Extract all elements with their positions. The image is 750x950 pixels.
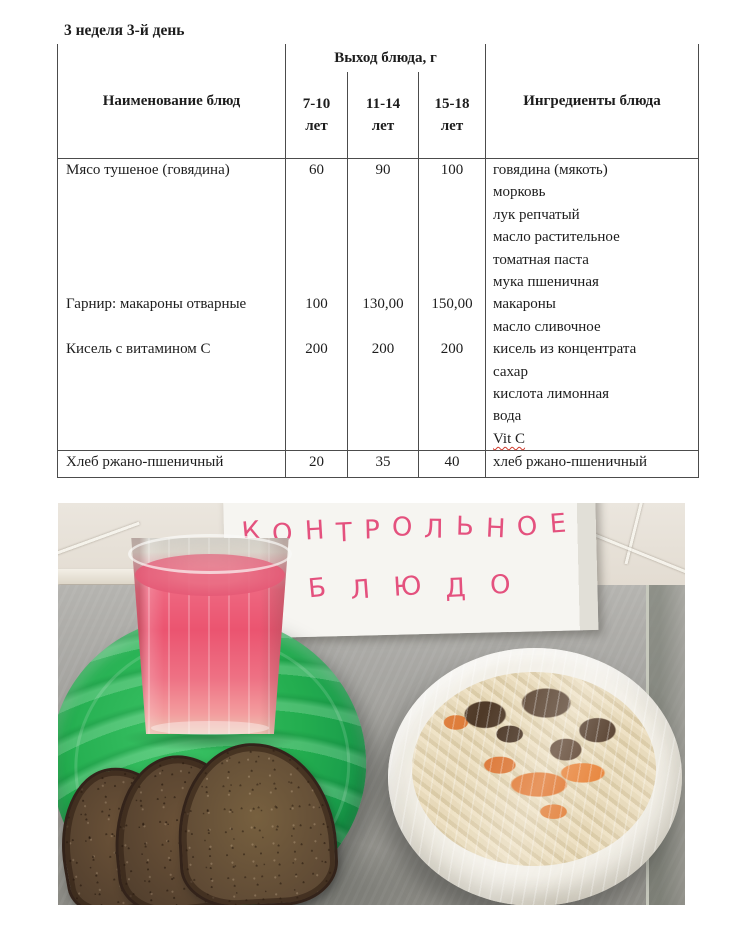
glass-base <box>150 721 270 735</box>
table-row: Гарнир: макароны отварные 100 130,00 150,00… <box>57 293 699 339</box>
meal-photo: КОНТРОЛЬНОЕ БЛЮДО <box>58 503 685 905</box>
ingredients-cell: кисель из концентрата сахар кислота лимонн… <box>485 338 699 451</box>
column-header-ingredients: Ингредиенты блюда <box>485 44 699 159</box>
menu-table-body: Мясо тушеное (говядина) 60 90 100 говядина (… <box>57 158 699 479</box>
ingredient-line: масло сливочное <box>493 318 601 335</box>
dish-name-cell: Хлеб ржано-пшеничный <box>57 450 286 479</box>
ingredient-line: мука пшеничная <box>493 274 599 291</box>
portion-value-cell: 150,00 <box>418 293 486 339</box>
cling-film-overlay <box>388 648 682 905</box>
ingredient-line: макароны <box>493 296 556 313</box>
ingredient-line: кислота лимонная <box>493 386 610 403</box>
dish-name-cell: Мясо тушеное (говядина) <box>57 158 286 294</box>
portion-value-cell: 200 <box>347 338 419 451</box>
page-title: 3 неделя 3-й день <box>64 22 185 39</box>
ingredients-cell: макароны масло сливочное <box>485 293 699 339</box>
dish-name-cell: Кисель с витамином С <box>57 338 286 451</box>
column-header-age-11-14: 11-14 лет <box>347 72 419 159</box>
kisel-glass <box>128 534 292 738</box>
table-row: Кисель с витамином С 200 200 200 кисель из к… <box>57 338 699 451</box>
table-row: Хлеб ржано-пшеничный 20 35 40 хлеб ржано-пше… <box>57 450 699 479</box>
portion-value-cell: 200 <box>418 338 486 451</box>
ingredient-line: вода <box>493 408 522 425</box>
ingredient-line: сахар <box>493 363 528 380</box>
portion-value-cell: 40 <box>418 450 486 479</box>
ingredient-line: кисель из концентрата <box>493 341 637 358</box>
portion-value-cell: 90 <box>347 158 419 294</box>
table-row: Мясо тушеное (говядина) 60 90 100 говядина (… <box>57 158 699 294</box>
column-header-output-group: Выход блюда, г <box>285 44 486 72</box>
ingredient-line: масло растительное <box>493 229 620 246</box>
column-header-age-7-10: 7-10 лет <box>285 72 348 159</box>
menu-table: Наименование блюд Выход блюда, г Ингреди… <box>57 44 699 479</box>
ingredients-cell: хлеб ржано-пшеничный <box>485 450 699 479</box>
ingredient-line: лук репчатый <box>493 206 580 223</box>
portion-value-cell: 60 <box>285 158 348 294</box>
ingredient-line: томатная паста <box>493 251 589 268</box>
portion-value-cell: 130,00 <box>347 293 419 339</box>
portion-value-cell: 100 <box>418 158 486 294</box>
ingredient-line: Vit C <box>493 430 526 447</box>
pasta-meat-plate <box>388 648 682 905</box>
ingredient-line: хлеб ржано-пшеничный <box>493 454 648 471</box>
dish-name-cell: Гарнир: макароны отварные <box>57 293 286 339</box>
portion-value-cell: 200 <box>285 338 348 451</box>
pasta-meat-carrot-food <box>412 672 656 866</box>
column-header-age-15-18: 15-18 лет <box>418 72 486 159</box>
ingredient-line: морковь <box>493 184 546 201</box>
portion-value-cell: 100 <box>285 293 348 339</box>
ingredient-line: говядина (мякоть) <box>493 162 608 178</box>
column-header-dish-name: Наименование блюд <box>57 44 286 159</box>
portion-value-cell: 20 <box>285 450 348 479</box>
ingredients-cell: говядина (мякоть) морковь лук репчатый масл… <box>485 158 699 294</box>
bread-slices <box>58 738 341 905</box>
portion-value-cell: 35 <box>347 450 419 479</box>
glass-rim <box>128 534 292 574</box>
